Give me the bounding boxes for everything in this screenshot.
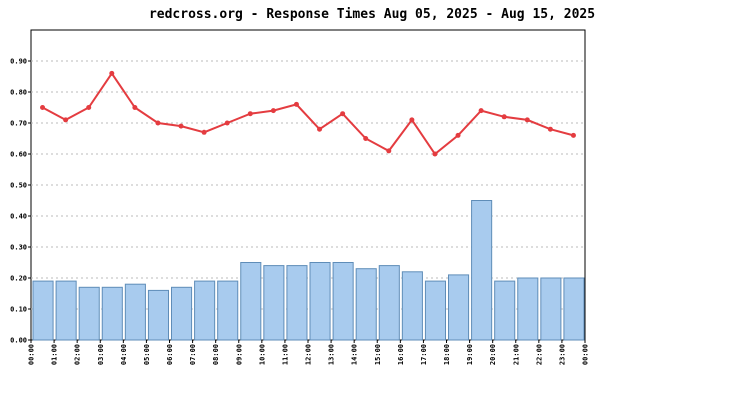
x-tick-label: 00:00 (28, 344, 36, 365)
bar (355, 268, 377, 341)
x-tick-label: 15:00 (374, 344, 382, 365)
x-tick-label: 10:00 (258, 344, 266, 365)
x-tick-label: 03:00 (97, 344, 105, 365)
line-marker (224, 120, 230, 126)
x-tick-label: 18:00 (443, 344, 451, 365)
line-marker (155, 120, 161, 126)
bar (124, 283, 146, 341)
x-tick-label: 04:00 (120, 344, 128, 365)
chart-title: redcross.org - Response Times Aug 05, 20… (149, 7, 595, 22)
y-tick-label: 0.80 (10, 89, 27, 97)
x-tick-label: 16:00 (397, 344, 405, 365)
bar (55, 280, 77, 341)
bar (309, 262, 331, 341)
line-marker (40, 105, 46, 110)
x-tick-label: 12:00 (305, 344, 313, 365)
x-tick-label: 13:00 (328, 344, 336, 365)
line-marker (109, 70, 115, 76)
x-tick-label: 00:00 (582, 344, 590, 365)
y-tick-label: 0.20 (10, 275, 27, 283)
bar (401, 271, 423, 341)
bar (240, 262, 262, 341)
y-tick-label: 0.40 (10, 213, 27, 221)
bar (194, 280, 216, 341)
x-tick-label: 08:00 (212, 344, 220, 365)
line-marker (547, 126, 553, 132)
y-tick-label: 0.10 (10, 306, 27, 314)
line-marker (432, 151, 438, 157)
line-marker (201, 129, 207, 135)
x-tick-label: 14:00 (351, 344, 359, 365)
bar (517, 277, 539, 341)
line-marker (524, 117, 530, 123)
line-marker (455, 132, 461, 138)
line-marker (86, 105, 92, 110)
bar (494, 280, 516, 341)
x-tick-label: 21:00 (512, 344, 520, 365)
line-marker (570, 132, 576, 138)
line-marker (178, 123, 184, 129)
x-tick-label: 11:00 (281, 344, 289, 365)
y-tick-label: 0.90 (10, 58, 27, 66)
line (42, 71, 574, 156)
x-tick-label: 02:00 (74, 344, 82, 365)
bar (32, 280, 54, 341)
bar (286, 265, 308, 341)
line-marker (317, 126, 323, 132)
line-marker (132, 105, 138, 110)
bar (540, 277, 562, 341)
y-tick-label: 0.60 (10, 151, 27, 159)
bar (424, 280, 446, 341)
bar (263, 265, 285, 341)
line-marker (340, 111, 346, 117)
bar (471, 200, 493, 341)
line-marker (478, 108, 484, 114)
y-tick-label: 0.00 (10, 337, 27, 345)
x-tick-label: 19:00 (466, 344, 474, 365)
x-tick-label: 20:00 (489, 344, 497, 365)
line-marker (501, 114, 507, 120)
line-marker (270, 108, 276, 114)
y-tick-label: 0.30 (10, 244, 27, 252)
x-tick-label: 23:00 (558, 344, 566, 365)
bar (78, 286, 100, 341)
line-marker (386, 148, 392, 154)
bar (378, 265, 400, 341)
x-tick-label: 17:00 (420, 344, 428, 365)
bar (101, 286, 123, 341)
y-tick-label: 0.50 (10, 182, 27, 190)
bar (217, 280, 239, 341)
line-marker (247, 111, 253, 117)
line-marker (409, 117, 415, 123)
x-tick-label: 22:00 (535, 344, 543, 365)
x-tick-label: 09:00 (235, 344, 243, 365)
bar (448, 274, 470, 341)
y-tick-label: 0.70 (10, 120, 27, 128)
bar (171, 286, 193, 341)
x-tick-label: 06:00 (166, 344, 174, 365)
line-marker (293, 101, 299, 107)
x-tick-label: 07:00 (189, 344, 197, 365)
bar (332, 262, 354, 341)
x-tick-label: 05:00 (143, 344, 151, 365)
line-marker (363, 136, 369, 141)
x-tick-label: 01:00 (51, 344, 59, 365)
bar (147, 289, 170, 341)
line-marker (63, 117, 69, 123)
bar (563, 277, 585, 341)
